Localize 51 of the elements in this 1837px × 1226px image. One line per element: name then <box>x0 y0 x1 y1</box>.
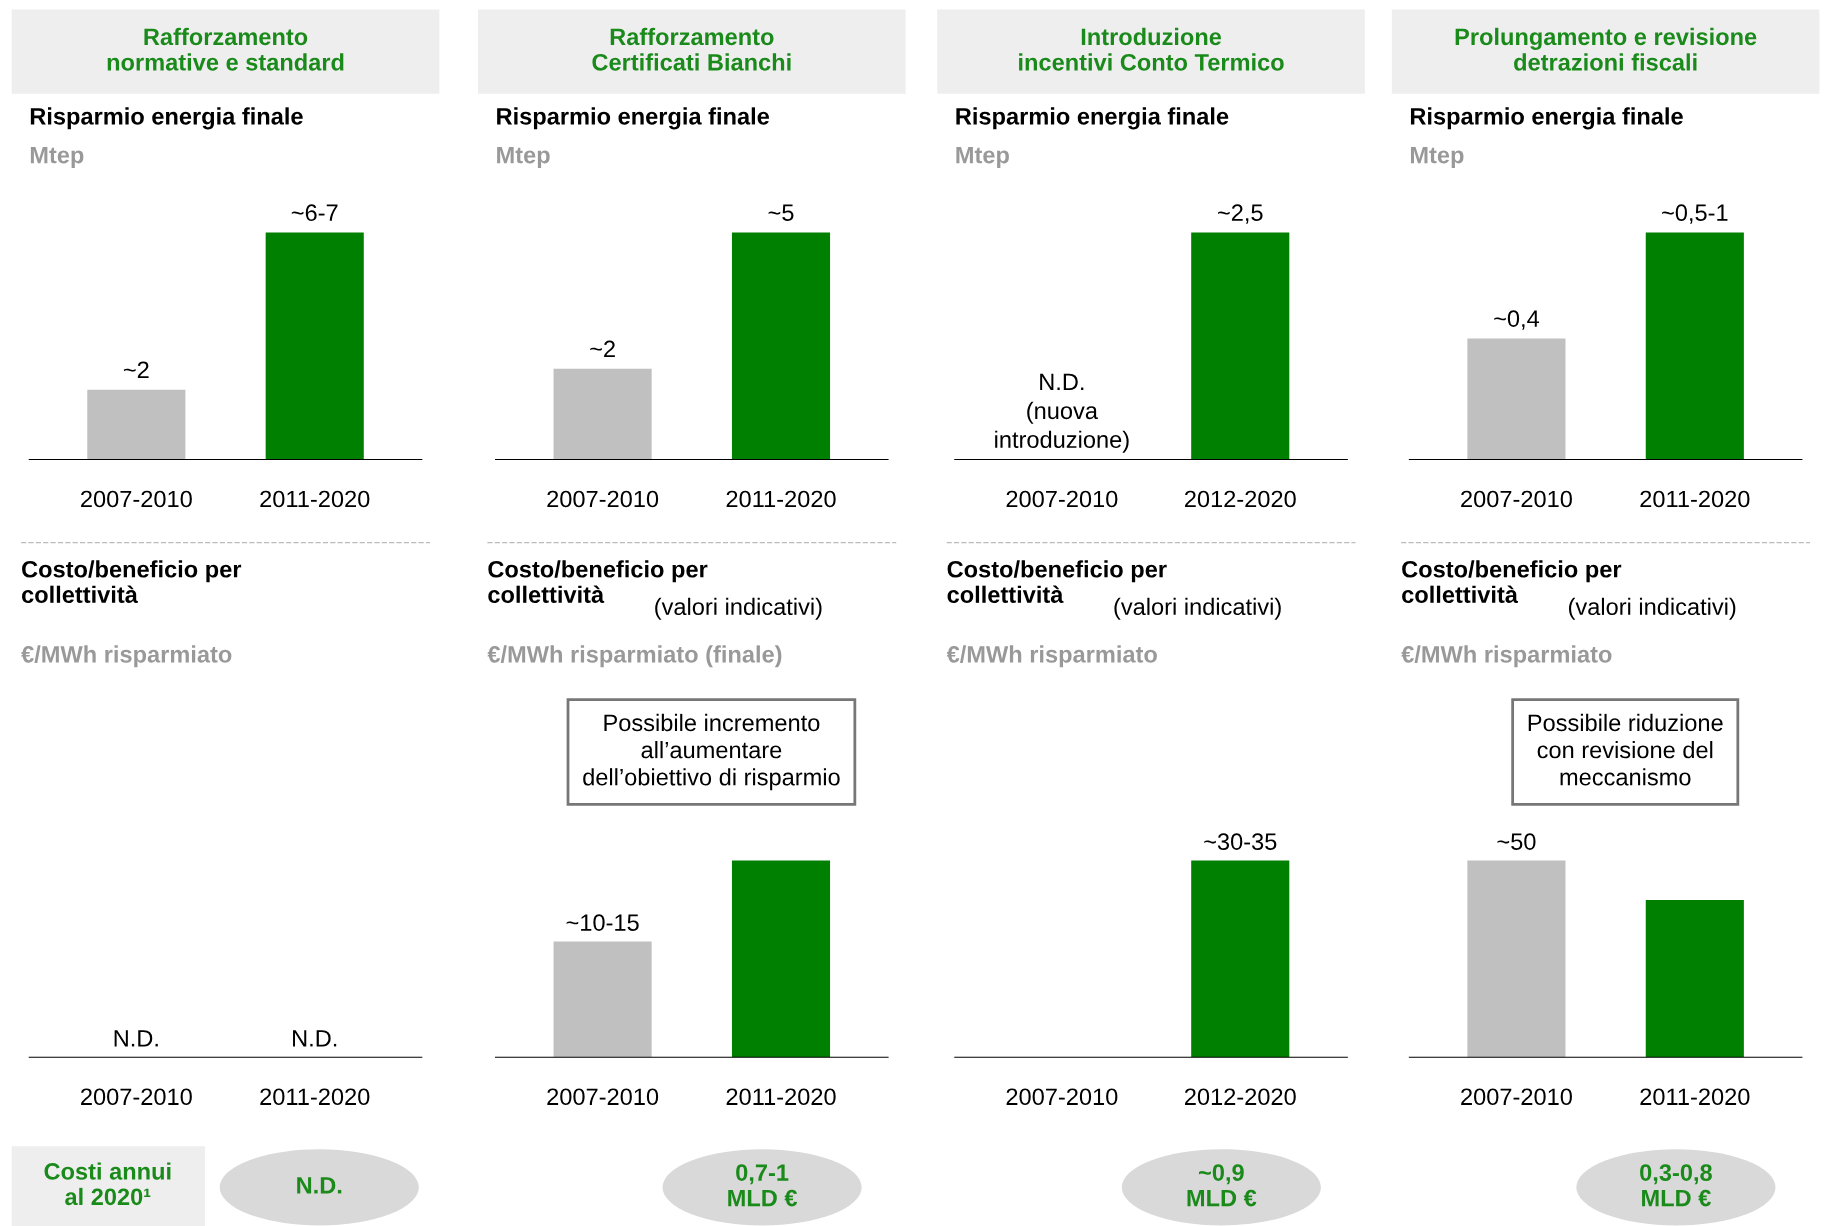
text: €/MWh risparmiato <box>21 645 232 668</box>
y-axis-title: Mtep <box>30 146 84 169</box>
x-tick-label: 2007-2010 <box>547 1088 659 1106</box>
x-tick-label: 2007-2010 <box>1006 1088 1118 1106</box>
text: ~0,9 MLD € <box>1187 1164 1257 1207</box>
chart-title: Rafforzamento normative e standard <box>107 27 344 71</box>
chart-subtitle: Risparmio energia finale <box>497 107 769 130</box>
text: N.D. <box>293 1030 337 1047</box>
y-axis-title: €/MWh risparmiato <box>1401 645 1612 668</box>
y-axis-title: €/MWh risparmiato (finale) <box>487 645 782 668</box>
y-axis-title: Mtep <box>956 146 1009 169</box>
chart-subtitle: Risparmio energia finale <box>956 107 1229 130</box>
chart-title: Prolungamento e revisione detrazioni fiscali <box>1455 27 1757 71</box>
data-label: ~6-7 <box>291 204 338 222</box>
x-tick-label: 2007-2010 <box>81 490 192 508</box>
y-axis-title: Mtep <box>497 146 550 169</box>
data-label: ~5 <box>768 204 794 222</box>
text: N.D. <box>114 1030 158 1047</box>
text: Possibile incremento all’aumentare dell’obiettivo di risparmio <box>583 713 840 791</box>
data-label: ~30-35 <box>1204 833 1277 850</box>
text: 0,3-0,8 MLD € <box>1640 1164 1712 1207</box>
text: N.D. (nuova introduzione) <box>995 373 1129 453</box>
x-tick-label: 2012-2020 <box>1184 490 1296 508</box>
x-tick-label: 2011-2020 <box>260 490 370 508</box>
data-label: ~10-15 <box>566 914 639 931</box>
chart-title: Introduzione incentivi Conto Termico <box>1019 27 1284 71</box>
x-tick-label: 2011-2020 <box>1640 1088 1750 1106</box>
text: Possibile riduzione con revisione del meccanismo <box>1528 713 1723 786</box>
y-axis-title: €/MWh risparmiato <box>946 645 1157 668</box>
x-tick-label: 2011-2020 <box>1640 490 1750 508</box>
data-label: ~0,5-1 <box>1662 204 1728 224</box>
x-tick-label: 2007-2010 <box>1461 1088 1572 1106</box>
x-tick-label: 2011-2020 <box>726 490 836 508</box>
data-label: ~2,5 <box>1218 204 1263 224</box>
x-tick-label: 2007-2010 <box>547 490 659 508</box>
data-label: ~50 <box>1497 833 1536 850</box>
x-tick-label: 2012-2020 <box>1184 1088 1296 1106</box>
data-label: ~2 <box>123 361 149 378</box>
text: N.D. <box>297 1177 342 1194</box>
x-tick-label: 2011-2020 <box>726 1088 836 1106</box>
text: Costi annui al 2020¹ <box>44 1162 171 1206</box>
y-axis-title: Mtep <box>1410 146 1464 169</box>
x-tick-label: 2007-2010 <box>1461 490 1572 508</box>
x-tick-label: 2007-2010 <box>1006 490 1118 508</box>
data-label: ~2 <box>590 340 615 357</box>
text: Costo/beneficio per collettività <box>22 560 242 604</box>
data-label: ~0,4 <box>1494 310 1540 330</box>
chart-title: Rafforzamento Certificati Bianchi <box>592 27 791 71</box>
text: 0,7-1 MLD € <box>728 1164 798 1207</box>
chart-subtitle: Risparmio energia finale <box>30 107 303 130</box>
chart-subtitle: Risparmio energia finale <box>1410 107 1683 130</box>
